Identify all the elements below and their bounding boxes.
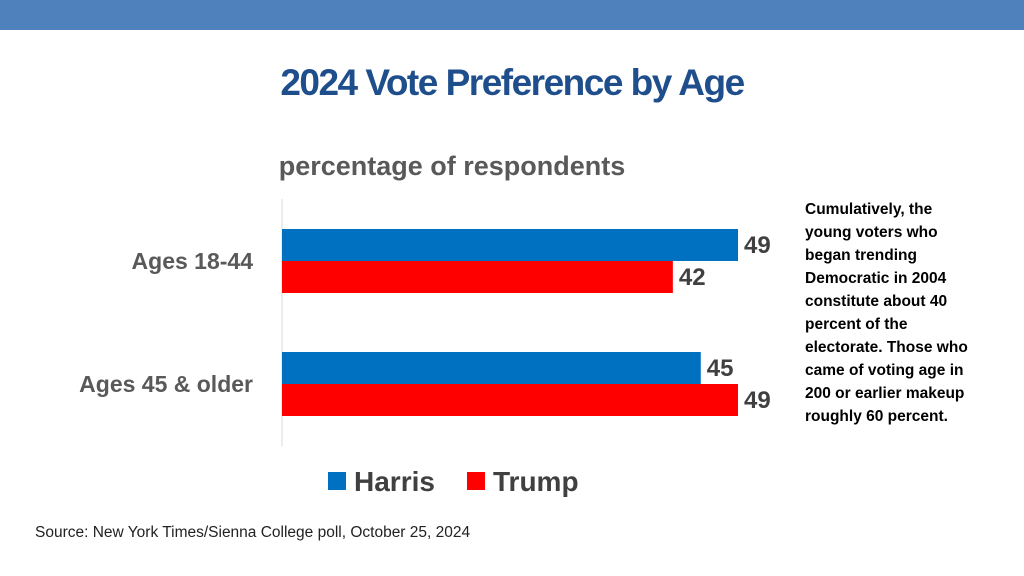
bar-trump bbox=[282, 261, 673, 293]
data-label: 42 bbox=[679, 264, 706, 291]
bar-harris bbox=[282, 352, 701, 384]
bar-harris bbox=[282, 229, 738, 261]
data-label: 49 bbox=[744, 232, 771, 259]
legend-swatch-harris bbox=[328, 472, 346, 490]
category-label: Ages 45 & older bbox=[79, 371, 253, 397]
slide-title: 2024 Vote Preference by Age bbox=[280, 62, 745, 103]
bar-trump bbox=[282, 384, 738, 416]
source-citation: Source: New York Times/Sienna College po… bbox=[35, 524, 471, 541]
legend-label-harris: Harris bbox=[354, 466, 435, 497]
side-note: Cumulatively, the young voters who began… bbox=[805, 201, 968, 425]
legend-label-trump: Trump bbox=[493, 466, 579, 497]
top-banner bbox=[0, 0, 1024, 30]
category-label: Ages 18-44 bbox=[132, 248, 254, 274]
data-label: 49 bbox=[744, 387, 771, 414]
chart-title: percentage of respondents bbox=[279, 151, 626, 181]
data-label: 45 bbox=[707, 355, 734, 382]
legend-swatch-trump bbox=[467, 472, 485, 490]
